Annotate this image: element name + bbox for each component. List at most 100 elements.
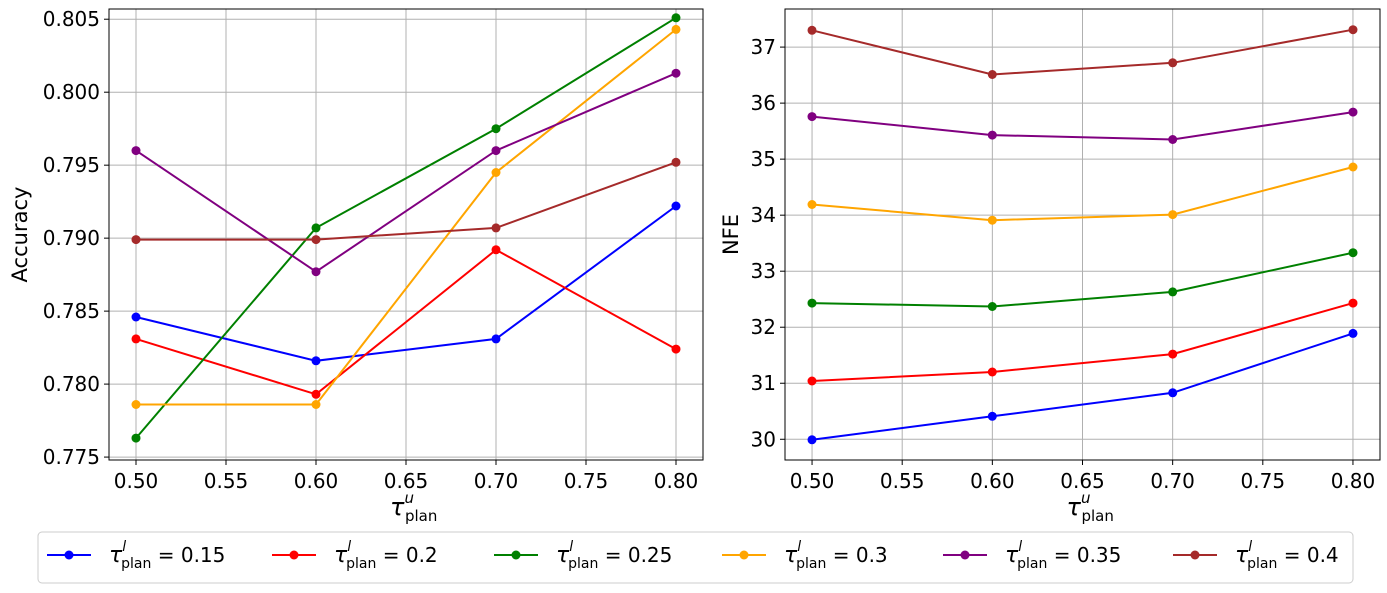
nfe-data-point xyxy=(1168,210,1178,220)
nfe-series-line-3 xyxy=(811,166,1354,222)
accuracy-series-line-1 xyxy=(135,248,677,396)
legend-label: τl plan = 0.15 xyxy=(109,539,225,572)
accuracy-data-point xyxy=(311,389,321,399)
accuracy-series-line-4 xyxy=(135,72,677,273)
nfe-x-tick-label: 0.70 xyxy=(1150,469,1195,493)
accuracy-x-axis-label: τu plan xyxy=(390,489,437,525)
accuracy-data-point xyxy=(131,334,141,344)
accuracy-series-line-5 xyxy=(136,161,677,241)
legend-marker xyxy=(511,550,521,560)
accuracy-chart: 0.50 0.55 0.60 0.65 0.70 0.75 0.80 0.775 0.780 0.… xyxy=(8,7,704,525)
nfe-series-line-5 xyxy=(811,28,1354,76)
nfe-data-point xyxy=(1348,162,1358,172)
accuracy-data-point xyxy=(131,400,141,409)
nfe-y-tick-label: 32 xyxy=(751,315,776,339)
accuracy-x-tick-label: 0.65 xyxy=(384,469,429,493)
accuracy-data-point xyxy=(671,344,681,354)
accuracy-y-axis-label: Accuracy xyxy=(8,187,32,283)
accuracy-series-line-0 xyxy=(135,205,677,362)
nfe-data-point xyxy=(987,70,997,79)
nfe-data-point xyxy=(1168,349,1178,359)
accuracy-data-point xyxy=(311,400,321,409)
nfe-x-axis-label: τu plan xyxy=(1067,489,1114,525)
accuracy-data-point xyxy=(671,157,681,167)
legend-marker xyxy=(960,550,970,560)
accuracy-data-point xyxy=(311,356,321,366)
accuracy-data-point xyxy=(671,68,681,78)
accuracy-x-tick-label: 0.75 xyxy=(564,469,609,493)
accuracy-data-point xyxy=(671,13,681,23)
nfe-y-tick-label: 31 xyxy=(751,371,776,395)
nfe-data-point xyxy=(1168,58,1178,68)
nfe-x-tick-label: 0.80 xyxy=(1331,469,1376,493)
accuracy-y-tick-label: 0.790 xyxy=(43,226,100,250)
nfe-data-point xyxy=(987,411,997,421)
accuracy-data-point xyxy=(491,124,501,134)
nfe-x-tick-label: 0.55 xyxy=(880,469,925,493)
nfe-data-point xyxy=(1348,298,1358,308)
legend-marker xyxy=(1190,550,1200,560)
accuracy-data-point xyxy=(491,223,501,233)
nfe-data-point xyxy=(807,435,817,445)
accuracy-data-point xyxy=(491,146,501,156)
nfe-data-point xyxy=(1348,25,1358,35)
nfe-y-tick-label: 37 xyxy=(751,35,776,59)
legend-label: τl plan = 0.4 xyxy=(1235,539,1339,572)
legend-marker xyxy=(289,550,299,560)
nfe-x-tick-label: 0.60 xyxy=(970,469,1015,493)
nfe-chart: 0.50 0.55 0.60 0.65 0.70 0.75 0.80 30 31 32 33 34 35… xyxy=(719,8,1381,525)
accuracy-x-tick-label: 0.55 xyxy=(204,469,249,493)
accuracy-data-point xyxy=(131,235,141,245)
accuracy-data-point xyxy=(311,223,321,233)
legend-label: τl plan = 0.3 xyxy=(784,539,888,572)
accuracy-y-tick-label: 0.795 xyxy=(43,153,100,177)
nfe-data-point xyxy=(1348,328,1358,338)
legend-entry-5: τl plan = 0.4 xyxy=(1173,539,1339,572)
accuracy-x-tick-label: 0.70 xyxy=(474,469,519,493)
nfe-data-point xyxy=(807,200,817,209)
accuracy-data-point xyxy=(671,24,681,34)
nfe-data-point xyxy=(807,298,817,308)
accuracy-y-tick-label: 0.800 xyxy=(43,80,100,104)
nfe-y-tick-label: 33 xyxy=(751,259,776,283)
nfe-data-point xyxy=(1168,388,1178,398)
nfe-series-line-2 xyxy=(811,251,1354,308)
nfe-y-axis-label: NFE xyxy=(719,214,743,255)
nfe-y-tick-label: 35 xyxy=(751,147,776,171)
accuracy-data-point xyxy=(311,235,321,245)
legend-entry-2: τl plan = 0.25 xyxy=(494,539,672,572)
accuracy-x-tick-label: 0.60 xyxy=(294,469,339,493)
accuracy-x-tick-label: 0.50 xyxy=(114,469,159,493)
nfe-y-tick-label: 36 xyxy=(751,91,776,115)
legend-entry-4: τl plan = 0.35 xyxy=(943,539,1121,572)
accuracy-data-point xyxy=(491,168,501,177)
legend-label: τl plan = 0.2 xyxy=(334,539,438,572)
nfe-series-line-4 xyxy=(811,111,1354,141)
accuracy-data-point xyxy=(131,146,141,156)
nfe-data-point xyxy=(1348,248,1358,258)
accuracy-data-point xyxy=(491,334,501,344)
nfe-data-point xyxy=(987,215,997,225)
nfe-x-tick-label: 0.50 xyxy=(790,469,835,493)
accuracy-y-tick-label: 0.805 xyxy=(43,7,100,31)
accuracy-data-point xyxy=(311,267,321,277)
accuracy-y-tick-label: 0.785 xyxy=(43,299,100,323)
legend-entry-0: τl plan = 0.15 xyxy=(47,539,225,572)
nfe-data-point xyxy=(987,367,997,377)
legend-entry-3: τl plan = 0.3 xyxy=(722,539,888,572)
accuracy-y-tick-label: 0.775 xyxy=(43,445,100,469)
accuracy-data-point xyxy=(491,245,501,255)
legend-label: τl plan = 0.25 xyxy=(556,539,672,572)
legend-label: τl plan = 0.35 xyxy=(1005,539,1121,572)
accuracy-series-line-3 xyxy=(136,28,677,406)
legend: τl plan = 0.15 τl plan = 0.2 τl plan = 0.25 τl… xyxy=(37,531,1354,584)
nfe-data-point xyxy=(987,130,997,140)
accuracy-data-point xyxy=(671,201,681,211)
nfe-data-point xyxy=(807,25,817,35)
nfe-data-point xyxy=(1348,107,1358,117)
accuracy-y-tick-label: 0.780 xyxy=(43,372,100,396)
accuracy-data-point xyxy=(131,433,141,443)
accuracy-series-line-2 xyxy=(135,16,677,439)
nfe-y-tick-label: 30 xyxy=(751,427,776,451)
nfe-y-tick-label: 34 xyxy=(751,203,776,227)
